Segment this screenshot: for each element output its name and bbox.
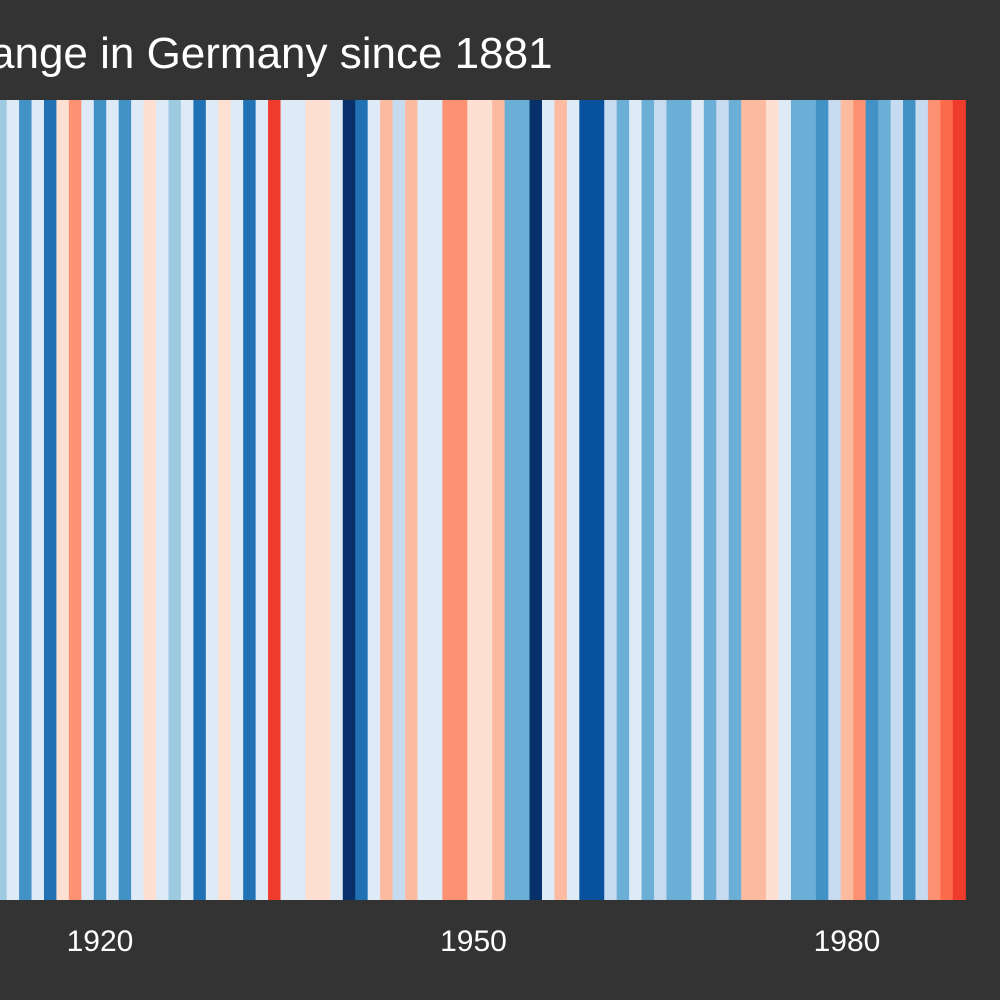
stripe-1924 [143,100,157,900]
stripe-1921 [106,100,120,900]
stripe-1947 [429,100,443,900]
stripe-1934 [268,100,282,900]
stripe-1972 [741,100,755,900]
stripe-1968 [691,100,705,900]
stripe-1930 [218,100,232,900]
stripe-1913 [6,100,20,900]
stripe-1966 [666,100,680,900]
stripe-1957 [554,100,568,900]
stripe-1925 [156,100,170,900]
stripe-1988 [940,100,954,900]
stripe-1978 [815,100,829,900]
stripe-1989 [952,100,966,900]
stripe-1980 [840,100,854,900]
stripe-1969 [703,100,717,900]
stripe-1948 [442,100,456,900]
chart-header: ange in Germany since 1881 [0,0,1000,100]
stripe-1954 [517,100,531,900]
stripe-1963 [629,100,643,900]
stripe-1945 [405,100,419,900]
stripe-1984 [890,100,904,900]
stripe-1918 [68,100,82,900]
stripe-1964 [641,100,655,900]
stripe-1976 [790,100,805,900]
stripe-1955 [529,100,543,900]
stripe-1938 [317,100,331,900]
stripe-1967 [678,100,692,900]
stripe-1912 [0,100,8,900]
stripe-1919 [81,100,95,900]
x-tick-label-1980: 1980 [813,925,881,958]
stripe-1973 [753,100,767,900]
stripe-1916 [43,100,58,900]
stripe-1931 [230,100,244,900]
stripe-1936 [292,100,307,900]
stripe-1960 [591,100,605,900]
stripe-1977 [803,100,817,900]
stripe-1937 [305,100,319,900]
stripe-1939 [330,100,344,900]
stripe-1951 [479,100,493,900]
stripe-1917 [56,100,70,900]
stripe-1946 [417,100,431,900]
stripe-1935 [280,100,294,900]
stripe-1915 [31,100,45,900]
stripe-1940 [342,100,356,900]
stripe-1949 [454,100,468,900]
stripe-1982 [865,100,879,900]
stripe-1927 [180,100,194,900]
x-axis [0,900,1000,1000]
stripe-1928 [193,100,207,900]
stripe-1979 [828,100,842,900]
chart-title: ange in Germany since 1881 [0,29,553,78]
stripe-1920 [93,100,107,900]
stripe-1970 [716,100,730,900]
stripe-1971 [728,100,742,900]
stripe-1942 [367,100,381,900]
stripe-1956 [541,100,556,900]
stripe-1922 [118,100,132,900]
stripe-1932 [243,100,257,900]
x-tick-label-1920: 1920 [66,925,134,958]
stripe-1950 [467,100,481,900]
stripe-1962 [616,100,630,900]
stripe-1974 [766,100,780,900]
stripe-1944 [392,100,406,900]
stripe-1953 [504,100,518,900]
stripe-1959 [579,100,593,900]
stripe-1933 [255,100,269,900]
stripe-1981 [853,100,867,900]
stripe-1986 [915,100,929,900]
x-tick-label-1950: 1950 [440,925,507,958]
stripe-1985 [903,100,917,900]
stripe-1952 [492,100,506,900]
stripe-1914 [19,100,33,900]
stripe-1929 [205,100,219,900]
stripe-1987 [927,100,941,900]
stripe-1983 [878,100,892,900]
stripe-1975 [778,100,792,900]
stripe-1958 [566,100,580,900]
stripe-1961 [604,100,618,900]
warming-stripes [0,100,966,900]
stripe-1923 [131,100,145,900]
stripe-1965 [654,100,668,900]
stripe-1941 [355,100,369,900]
stripe-1943 [380,100,394,900]
stripe-1926 [168,100,182,900]
